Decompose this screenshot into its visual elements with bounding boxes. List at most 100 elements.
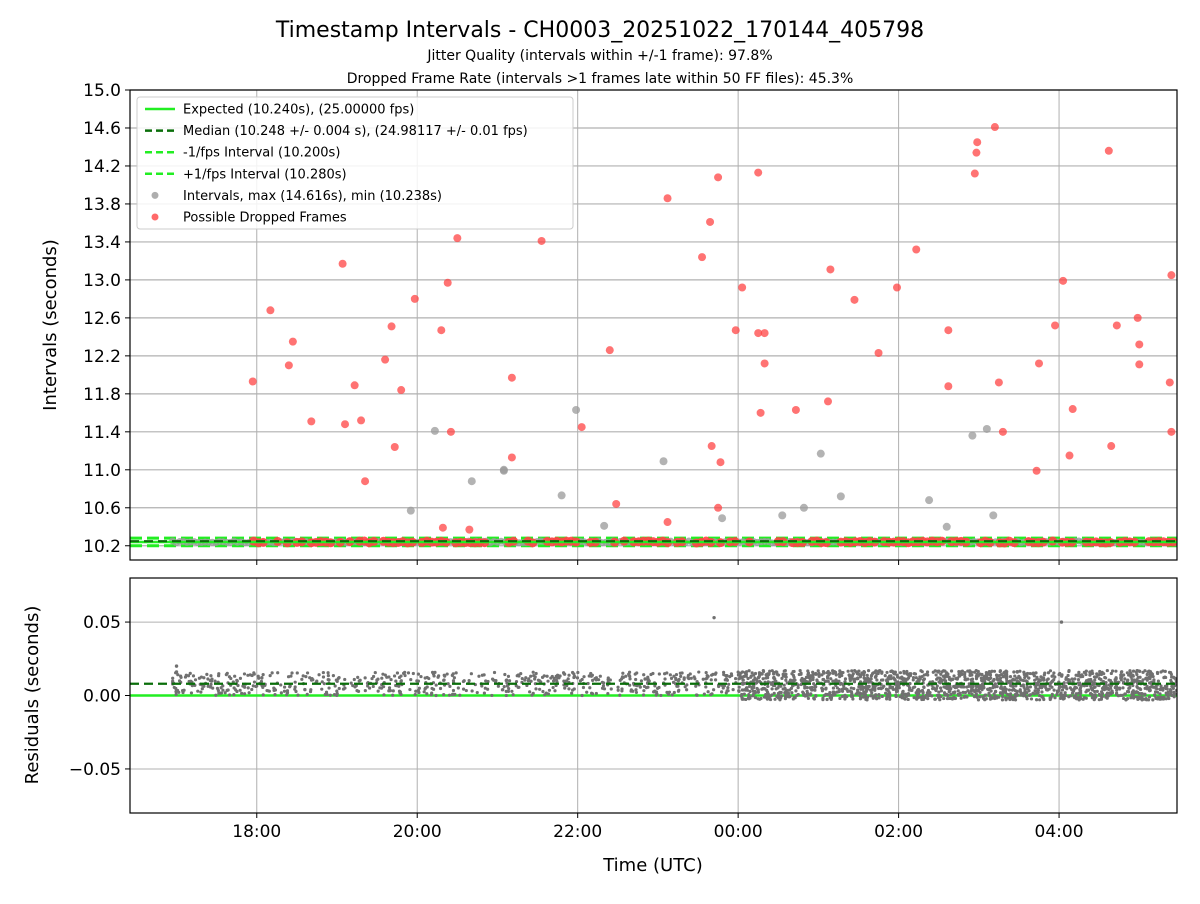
residual-point xyxy=(727,682,731,686)
residual-point xyxy=(865,673,869,677)
residual-point xyxy=(621,675,626,680)
residual-point xyxy=(821,696,825,700)
residual-point xyxy=(911,678,915,682)
residual-point xyxy=(1137,669,1141,673)
residual-point xyxy=(834,678,838,682)
residual-point xyxy=(776,673,781,677)
residual-point xyxy=(394,679,398,683)
residual-point xyxy=(1090,680,1094,684)
residual-point xyxy=(206,677,210,681)
residual-point xyxy=(886,688,890,692)
residual-point xyxy=(756,690,760,694)
residual-point xyxy=(790,691,794,695)
residual-point xyxy=(1038,678,1043,682)
residual-point xyxy=(1153,693,1157,697)
residual-point xyxy=(246,673,250,677)
residual-point xyxy=(646,685,650,689)
dropped-frame-point xyxy=(791,405,800,414)
legend: Expected (10.240s), (25.00000 fps) Median… xyxy=(136,96,574,230)
residual-point xyxy=(1053,675,1057,679)
residual-point xyxy=(633,672,637,676)
residual-point xyxy=(790,684,795,688)
residual-point xyxy=(1141,678,1145,682)
residual-point xyxy=(304,675,308,679)
residual-point xyxy=(602,687,607,691)
residual-point xyxy=(1076,677,1081,682)
residual-point xyxy=(759,671,763,676)
residual-point xyxy=(1048,669,1053,673)
residual-point xyxy=(1022,691,1026,695)
residual-point xyxy=(430,691,434,695)
residual-point xyxy=(233,674,237,678)
dropped-frame-point xyxy=(1133,313,1142,322)
residual-point xyxy=(798,669,802,673)
residual-point xyxy=(909,672,913,676)
residual-point xyxy=(753,671,758,676)
residual-point xyxy=(709,692,713,697)
residual-point xyxy=(1045,688,1049,692)
residual-point xyxy=(1028,693,1033,697)
residual-point xyxy=(898,676,902,680)
residual-point xyxy=(737,677,741,681)
residual-point xyxy=(731,687,735,692)
residual-point xyxy=(913,672,918,676)
residual-point xyxy=(1128,673,1132,677)
legend-box xyxy=(136,96,574,230)
time-x-tick-label: 18:00 xyxy=(232,822,281,842)
chart-title: Timestamp Intervals - CH0003_20251022_17… xyxy=(275,18,924,43)
residual-point xyxy=(1128,685,1132,690)
residual-point xyxy=(1145,684,1149,688)
residual-point xyxy=(668,673,672,677)
residual-point xyxy=(966,689,970,693)
residual-point xyxy=(854,692,858,696)
residual-point xyxy=(921,697,926,701)
residual-point xyxy=(1052,688,1056,692)
residual-point xyxy=(1152,680,1156,684)
residual-point xyxy=(446,682,450,686)
residual-point xyxy=(774,679,778,683)
residual-point xyxy=(930,680,935,684)
residual-point xyxy=(849,690,854,694)
residual-point xyxy=(538,687,542,691)
residual-point xyxy=(1163,669,1167,673)
residual-point xyxy=(769,682,773,686)
residual-point xyxy=(965,695,969,699)
residual-point xyxy=(188,671,192,676)
residual-point xyxy=(616,685,620,689)
residual-point xyxy=(401,671,406,675)
residual-point xyxy=(602,681,606,685)
residual-point xyxy=(657,672,661,676)
residual-point xyxy=(591,678,595,682)
residual-point xyxy=(825,674,830,679)
residual-point xyxy=(202,676,206,680)
residual-point xyxy=(768,669,772,673)
residual-point xyxy=(869,688,873,692)
intervals-y-tick-label: 10.2 xyxy=(83,537,121,557)
residual-point xyxy=(1103,675,1107,680)
residual-point xyxy=(939,689,944,693)
residual-point xyxy=(395,671,400,675)
intervals-axes-frame xyxy=(129,89,1178,561)
residual-point xyxy=(1142,697,1146,701)
residual-point xyxy=(354,684,358,688)
residual-point xyxy=(815,678,819,682)
residual-point xyxy=(1131,689,1135,693)
residual-point xyxy=(1139,680,1143,684)
residual-point xyxy=(704,670,708,675)
residual-point xyxy=(1166,690,1170,694)
residual-point xyxy=(552,676,556,681)
residual-point xyxy=(176,673,180,677)
dropped-frame-point xyxy=(1051,321,1060,330)
residual-point xyxy=(942,685,946,689)
residual-point xyxy=(1139,692,1143,696)
residual-point xyxy=(343,677,347,682)
residual-point xyxy=(828,691,832,695)
legend-entry: +1/fps Interval (10.280s) xyxy=(183,167,347,182)
residual-point xyxy=(840,694,844,698)
residual-point xyxy=(786,695,790,699)
dropped-frame-point xyxy=(537,236,546,245)
residual-point xyxy=(991,679,995,683)
residual-point xyxy=(861,695,865,699)
residual-point xyxy=(659,693,663,698)
residual-point xyxy=(179,675,183,680)
